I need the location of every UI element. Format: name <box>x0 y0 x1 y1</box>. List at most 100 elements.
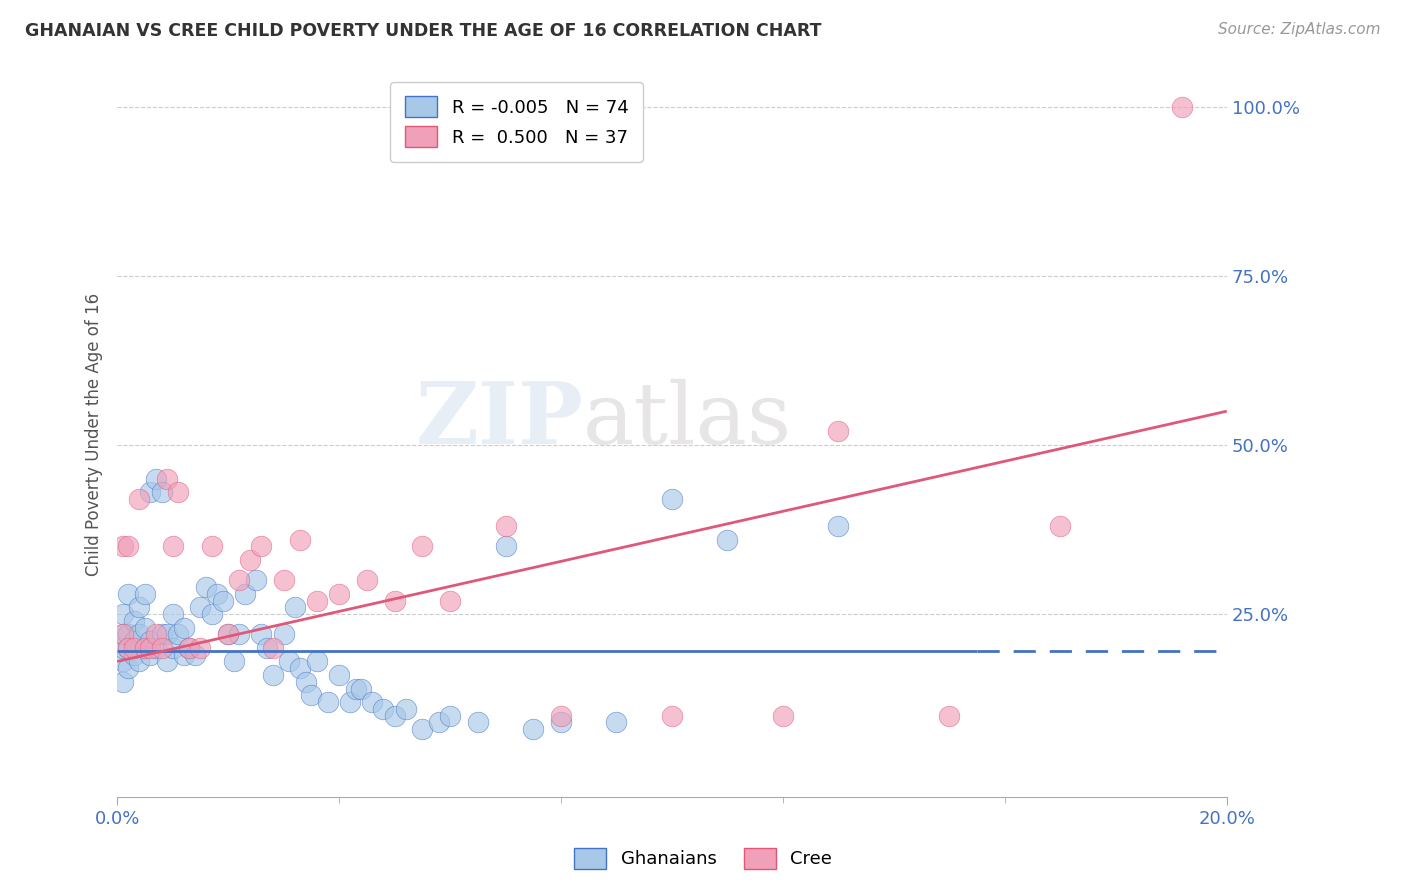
Point <box>139 640 162 655</box>
Point <box>200 607 222 621</box>
Point <box>411 722 433 736</box>
Point <box>827 425 849 439</box>
Point <box>122 614 145 628</box>
Point <box>772 708 794 723</box>
Point <box>156 472 179 486</box>
Text: Source: ZipAtlas.com: Source: ZipAtlas.com <box>1218 22 1381 37</box>
Point <box>328 668 350 682</box>
Point <box>122 640 145 655</box>
Point <box>205 587 228 601</box>
Point <box>384 593 406 607</box>
Point <box>316 695 339 709</box>
Point <box>256 640 278 655</box>
Point <box>217 627 239 641</box>
Point <box>356 574 378 588</box>
Point <box>239 553 262 567</box>
Point <box>122 648 145 662</box>
Point <box>228 574 250 588</box>
Point <box>439 593 461 607</box>
Point <box>295 674 318 689</box>
Point <box>339 695 361 709</box>
Point <box>245 574 267 588</box>
Point <box>605 715 627 730</box>
Point <box>145 640 167 655</box>
Point <box>128 655 150 669</box>
Text: ZIP: ZIP <box>415 378 583 462</box>
Point <box>111 627 134 641</box>
Point <box>290 533 312 547</box>
Point <box>111 640 134 655</box>
Legend: R = -0.005   N = 74, R =  0.500   N = 37: R = -0.005 N = 74, R = 0.500 N = 37 <box>391 82 643 161</box>
Point <box>305 593 328 607</box>
Point <box>228 627 250 641</box>
Point <box>1171 100 1194 114</box>
Point <box>661 492 683 507</box>
Point <box>162 640 184 655</box>
Point <box>344 681 367 696</box>
Point <box>139 648 162 662</box>
Point <box>190 600 212 615</box>
Point <box>278 655 301 669</box>
Point <box>128 492 150 507</box>
Point <box>162 607 184 621</box>
Point <box>190 640 212 655</box>
Point <box>550 708 572 723</box>
Point <box>134 621 156 635</box>
Point <box>139 485 162 500</box>
Point <box>156 655 179 669</box>
Point <box>273 627 295 641</box>
Point <box>250 627 273 641</box>
Point <box>299 688 322 702</box>
Point <box>156 627 179 641</box>
Point <box>128 600 150 615</box>
Point <box>827 519 849 533</box>
Point <box>145 627 167 641</box>
Point <box>111 607 134 621</box>
Point <box>495 540 517 554</box>
Point <box>716 533 738 547</box>
Text: atlas: atlas <box>583 379 793 462</box>
Point <box>167 627 190 641</box>
Point <box>273 574 295 588</box>
Point <box>150 485 173 500</box>
Point <box>117 627 139 641</box>
Point <box>550 715 572 730</box>
Point <box>134 640 156 655</box>
Point <box>217 627 239 641</box>
Point <box>233 587 256 601</box>
Point <box>439 708 461 723</box>
Point <box>139 634 162 648</box>
Point <box>262 668 284 682</box>
Point <box>200 540 222 554</box>
Point <box>290 661 312 675</box>
Point <box>262 640 284 655</box>
Point <box>427 715 450 730</box>
Point <box>150 627 173 641</box>
Point <box>111 655 134 669</box>
Point <box>211 593 233 607</box>
Point <box>661 708 683 723</box>
Point <box>284 600 307 615</box>
Text: GHANAIAN VS CREE CHILD POVERTY UNDER THE AGE OF 16 CORRELATION CHART: GHANAIAN VS CREE CHILD POVERTY UNDER THE… <box>25 22 823 40</box>
Point <box>134 587 156 601</box>
Point <box>128 627 150 641</box>
Point <box>467 715 489 730</box>
Point <box>117 640 139 655</box>
Point <box>117 540 139 554</box>
Point <box>117 640 139 655</box>
Point <box>522 722 544 736</box>
Point <box>111 540 134 554</box>
Point <box>373 702 395 716</box>
Point <box>350 681 373 696</box>
Point <box>145 472 167 486</box>
Point <box>150 640 173 655</box>
Point <box>938 708 960 723</box>
Point <box>111 627 134 641</box>
Point <box>411 540 433 554</box>
Point <box>134 640 156 655</box>
Point <box>305 655 328 669</box>
Point <box>194 580 217 594</box>
Point <box>222 655 245 669</box>
Point <box>117 661 139 675</box>
Point <box>361 695 384 709</box>
